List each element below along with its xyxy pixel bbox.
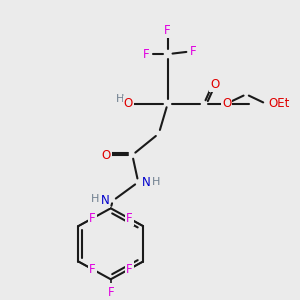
Text: OEt: OEt [269,97,290,110]
Text: O: O [124,97,133,110]
Text: F: F [89,262,95,275]
Text: N: N [100,194,109,207]
Text: O: O [222,97,231,110]
Text: O: O [222,97,231,110]
Text: O: O [101,148,110,161]
Text: F: F [190,45,196,58]
Text: F: F [126,262,133,275]
Text: H: H [152,177,160,187]
Text: H: H [91,194,99,204]
Text: F: F [126,212,133,225]
Text: F: F [107,286,114,299]
Text: H: H [116,94,125,104]
Text: F: F [89,212,95,225]
Text: F: F [164,24,171,37]
Text: O: O [210,77,219,91]
Text: N: N [142,176,150,189]
Text: F: F [143,48,149,61]
